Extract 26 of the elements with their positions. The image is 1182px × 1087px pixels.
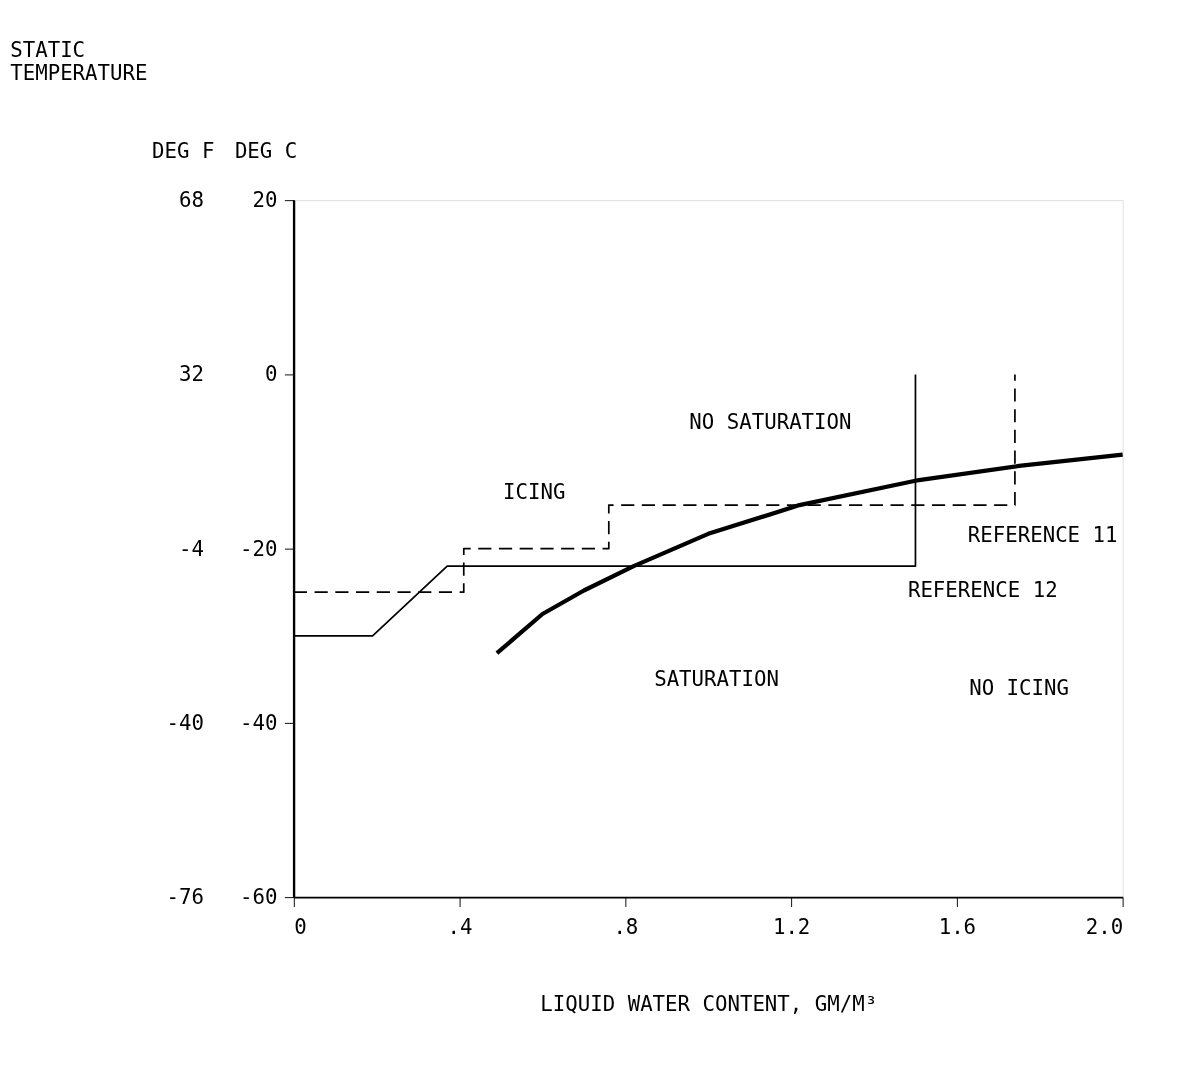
- x-tick-label: 0: [294, 915, 307, 940]
- x-tick-label: 1.6: [938, 915, 977, 940]
- x-tick-label: .4: [447, 915, 473, 940]
- series-label: REFERENCE 12: [907, 578, 1058, 603]
- text: STATIC TEMPERATURE: [10, 38, 148, 85]
- y-tick-label: -20: [239, 536, 278, 561]
- annotation: ICING: [503, 479, 566, 504]
- y-tick-label: -60: [239, 885, 278, 910]
- annotation: SATURATION: [654, 666, 779, 691]
- x-tick-label: .8: [613, 915, 639, 940]
- y-tick-label: -40: [239, 710, 278, 735]
- y2-tick-label: 68: [178, 188, 204, 213]
- series-label: REFERENCE 11: [967, 522, 1118, 547]
- y2-tick-label: -40: [166, 710, 204, 735]
- x-tick-label: 2.0: [1085, 915, 1124, 940]
- y2-axis-title: DEG F: [152, 139, 215, 164]
- y2-tick-label: -4: [178, 536, 204, 561]
- y-tick-label: 20: [252, 188, 278, 213]
- y-tick-label: 0: [264, 362, 278, 387]
- y2-tick-label: -76: [166, 885, 204, 910]
- x-axis-title: LIQUID WATER CONTENT, GM/M³: [540, 991, 878, 1016]
- annotation: NO SATURATION: [689, 409, 852, 434]
- y2-tick-label: 32: [178, 362, 204, 387]
- annotation: NO ICING: [969, 675, 1069, 700]
- x-tick-label: 1.2: [772, 915, 811, 940]
- y-axis-title: DEG C: [234, 139, 298, 164]
